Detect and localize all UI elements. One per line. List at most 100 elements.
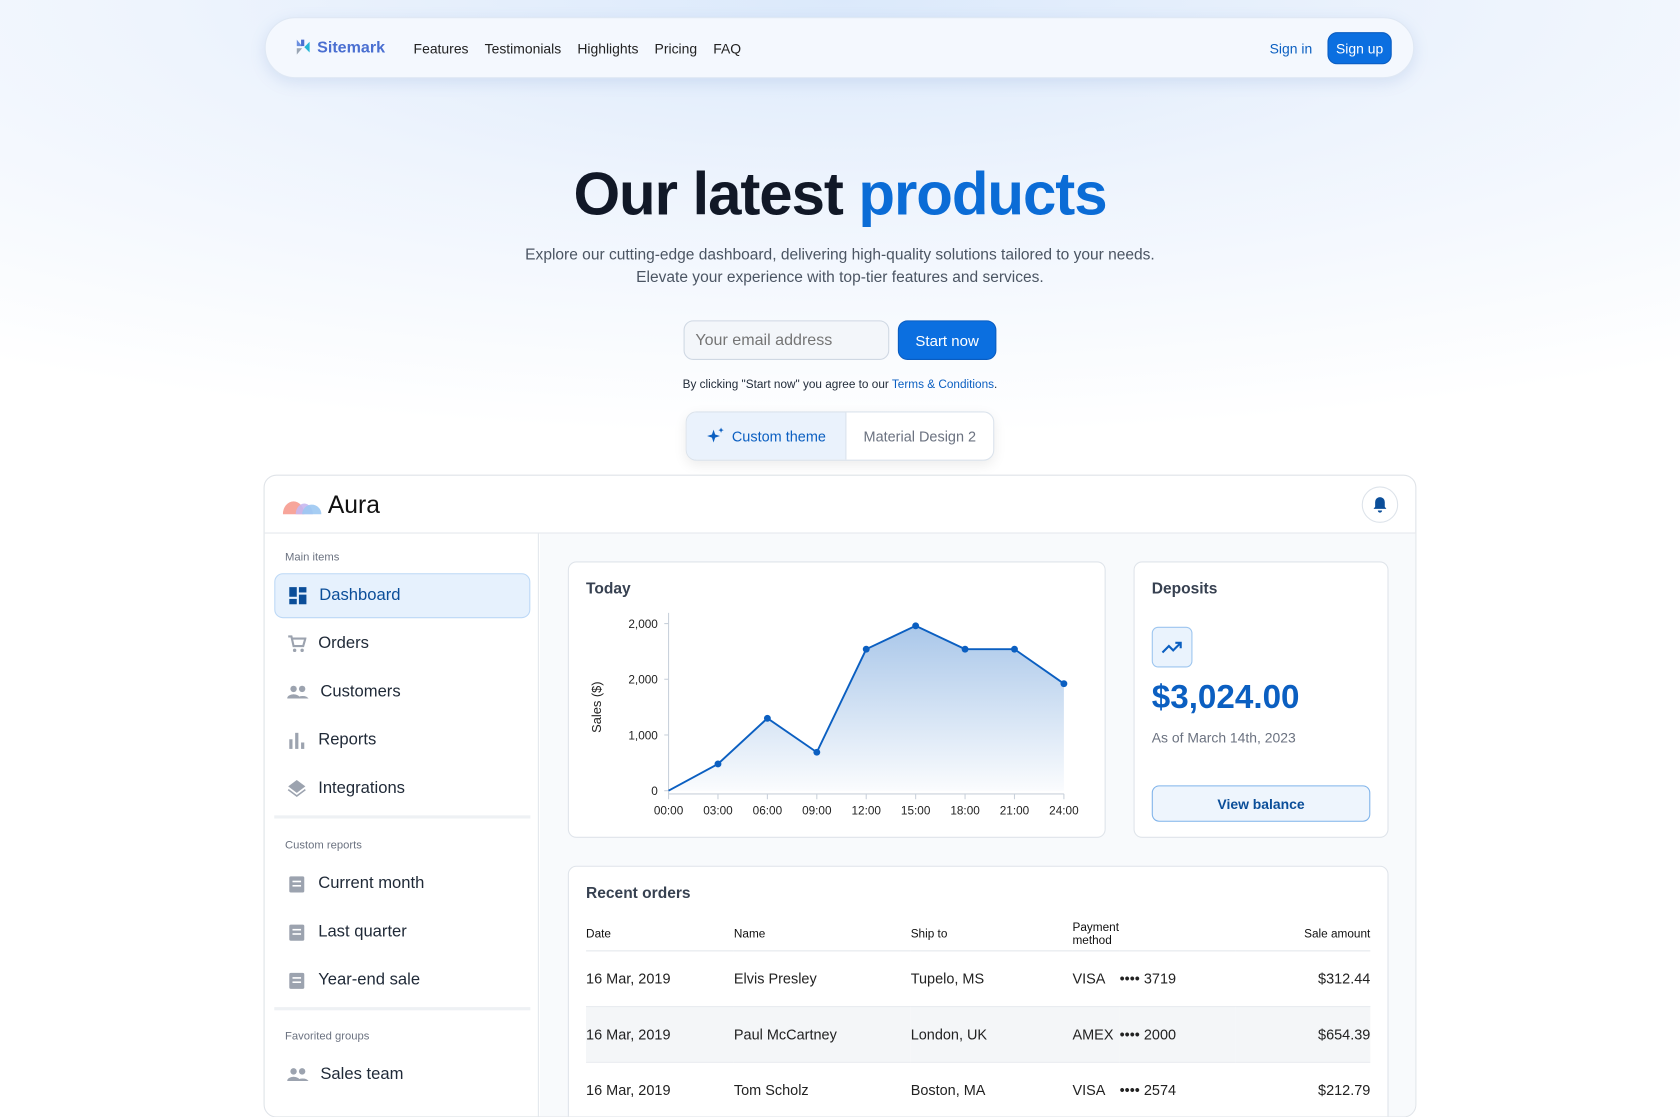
- table-row[interactable]: 16 Mar, 2019 Paul McCartney London, UK AMEX…: [586, 1006, 1371, 1063]
- customer-name: Elvis Presley: [733, 950, 911, 1007]
- data-point: [763, 714, 771, 722]
- area-fill: [668, 625, 1064, 791]
- sidebar-item-last-quarter[interactable]: Last quarter: [274, 910, 530, 955]
- sidebar: Main items Dashboard Orders Customers Re…: [265, 533, 539, 1117]
- card-number: •••• 2000: [1119, 1006, 1236, 1063]
- nav-link-highlights[interactable]: Highlights: [577, 40, 639, 57]
- sale-amount: $212.79: [1235, 1061, 1371, 1117]
- dashboard-preview: Aura Main items Dashboard Orders Custome…: [263, 474, 1417, 1117]
- custom-theme-button[interactable]: Custom theme: [686, 412, 847, 460]
- col-sale-amount: Sale amount: [1235, 918, 1371, 951]
- sign-in-button[interactable]: Sign in: [1269, 40, 1313, 57]
- card-number: •••• 3719: [1119, 950, 1236, 1007]
- nav-link-faq[interactable]: FAQ: [713, 40, 742, 57]
- card-number: •••• 2574: [1119, 1061, 1236, 1117]
- x-tick-label: 12:00: [852, 804, 882, 817]
- trending-up-icon: [1161, 641, 1182, 654]
- sale-amount: $312.44: [1235, 950, 1371, 1007]
- x-tick-label: 18:00: [950, 804, 980, 817]
- deposits-title: Deposits: [1151, 580, 1218, 598]
- sign-up-button[interactable]: Sign up: [1327, 32, 1392, 65]
- sidebar-item-label: Sales team: [320, 1064, 404, 1084]
- sidebar-item-label: Last quarter: [318, 922, 407, 941]
- view-balance-button[interactable]: View balance: [1151, 785, 1371, 822]
- clipboard-icon: [289, 876, 305, 893]
- customer-name: Paul McCartney: [733, 1006, 911, 1063]
- card-brand: VISA: [1072, 950, 1120, 1007]
- sidebar-item-label: Integrations: [318, 778, 405, 798]
- sidebar-item-label: Year-end sale: [318, 970, 421, 989]
- data-point: [1060, 680, 1068, 688]
- x-tick-label: 21:00: [1000, 804, 1030, 817]
- bar-chart-icon: [289, 732, 305, 749]
- sidebar-item-current-month[interactable]: Current month: [274, 861, 530, 906]
- terms-suffix: .: [994, 378, 998, 392]
- sidebar-item-label: Dashboard: [319, 586, 401, 605]
- hero-title: Our latest products: [0, 159, 1680, 229]
- custom-theme-label: Custom theme: [731, 428, 826, 445]
- trend-badge: [1151, 626, 1193, 668]
- nav-link-pricing[interactable]: Pricing: [654, 40, 698, 57]
- notifications-button[interactable]: [1361, 486, 1399, 523]
- y-tick-label: 0: [651, 785, 658, 798]
- app-logo: Aura: [282, 491, 380, 520]
- sparkle-icon: [707, 427, 724, 443]
- x-tick-label: 09:00: [802, 804, 832, 817]
- section-label-main: Main items: [284, 550, 340, 564]
- email-input[interactable]: [683, 320, 890, 360]
- terms-text: By clicking "Start now" you agree to our: [682, 378, 892, 392]
- bell-icon: [1373, 497, 1387, 513]
- moon-icon[interactable]: [1232, 39, 1247, 56]
- start-now-button[interactable]: Start now: [897, 320, 997, 360]
- col-payment: Payment method: [1072, 918, 1120, 951]
- ship-to: London, UK: [910, 1006, 1073, 1063]
- nav-links: Features Testimonials Highlights Pricing…: [414, 41, 742, 57]
- card-brand: AMEX: [1072, 1006, 1120, 1063]
- order-date: 16 Mar, 2019: [586, 1006, 734, 1063]
- order-date: 16 Mar, 2019: [586, 950, 734, 1007]
- nav-link-features[interactable]: Features: [413, 40, 469, 57]
- x-tick-label: 24:00: [1049, 804, 1079, 817]
- terms-link[interactable]: Terms & Conditions: [891, 378, 995, 392]
- today-chart-card: Today 0 1,000 2,000 2,000 00:00 03:00 06:00 09:…: [567, 561, 1106, 838]
- brand-logo[interactable]: Sitemark: [294, 37, 385, 56]
- section-label-favorites: Favorited groups: [284, 1029, 370, 1043]
- deposit-date: As of March 14th, 2023: [1151, 729, 1296, 746]
- sidebar-item-customers[interactable]: Customers: [274, 670, 530, 715]
- sidebar-item-label: Customers: [320, 682, 401, 701]
- data-point: [912, 622, 920, 630]
- table-row[interactable]: 16 Mar, 2019 Elvis Presley Tupelo, MS VISA •…: [586, 950, 1371, 1007]
- terms-notice: By clicking "Start now" you agree to our…: [0, 378, 1680, 391]
- sidebar-item-label: Reports: [318, 730, 377, 749]
- sidebar-item-orders[interactable]: Orders: [274, 621, 530, 666]
- sidebar-item-sales-team[interactable]: Sales team: [274, 1052, 530, 1097]
- people-icon: [287, 1068, 309, 1082]
- aura-logo-icon: [282, 500, 322, 514]
- y-tick-label: 1,000: [628, 729, 658, 742]
- col-date: Date: [586, 918, 734, 951]
- people-icon: [287, 685, 309, 699]
- order-date: 16 Mar, 2019: [586, 1061, 734, 1117]
- sidebar-item-year-end-sale[interactable]: Year-end sale: [274, 958, 530, 1003]
- top-navbar: Sitemark Features Testimonials Highlight…: [264, 17, 1415, 79]
- cart-icon: [288, 635, 307, 653]
- sidebar-item-dashboard[interactable]: Dashboard: [274, 573, 531, 619]
- divider: [274, 1007, 531, 1011]
- nav-link-testimonials[interactable]: Testimonials: [484, 40, 562, 57]
- x-tick-label: 03:00: [703, 804, 733, 817]
- col-name: Name: [733, 918, 911, 951]
- sidebar-item-reports[interactable]: Reports: [274, 718, 530, 763]
- deposits-card: Deposits $3,024.00 As of March 14th, 202…: [1133, 561, 1389, 838]
- data-point: [1011, 645, 1018, 653]
- card-brand: VISA: [1072, 1061, 1120, 1117]
- col-ship-to: Ship to: [910, 918, 1073, 951]
- data-point: [813, 748, 821, 756]
- table-row[interactable]: 16 Mar, 2019 Tom Scholz Boston, MA VISA ••••…: [586, 1061, 1371, 1117]
- brand-name: Sitemark: [317, 38, 386, 57]
- x-tick-label: 06:00: [753, 804, 783, 817]
- dashboard-icon: [289, 587, 307, 605]
- sitemark-logo-icon: [296, 39, 310, 55]
- sidebar-item-integrations[interactable]: Integrations: [274, 766, 530, 811]
- material-design-button[interactable]: Material Design 2: [863, 428, 977, 445]
- divider: [274, 815, 531, 819]
